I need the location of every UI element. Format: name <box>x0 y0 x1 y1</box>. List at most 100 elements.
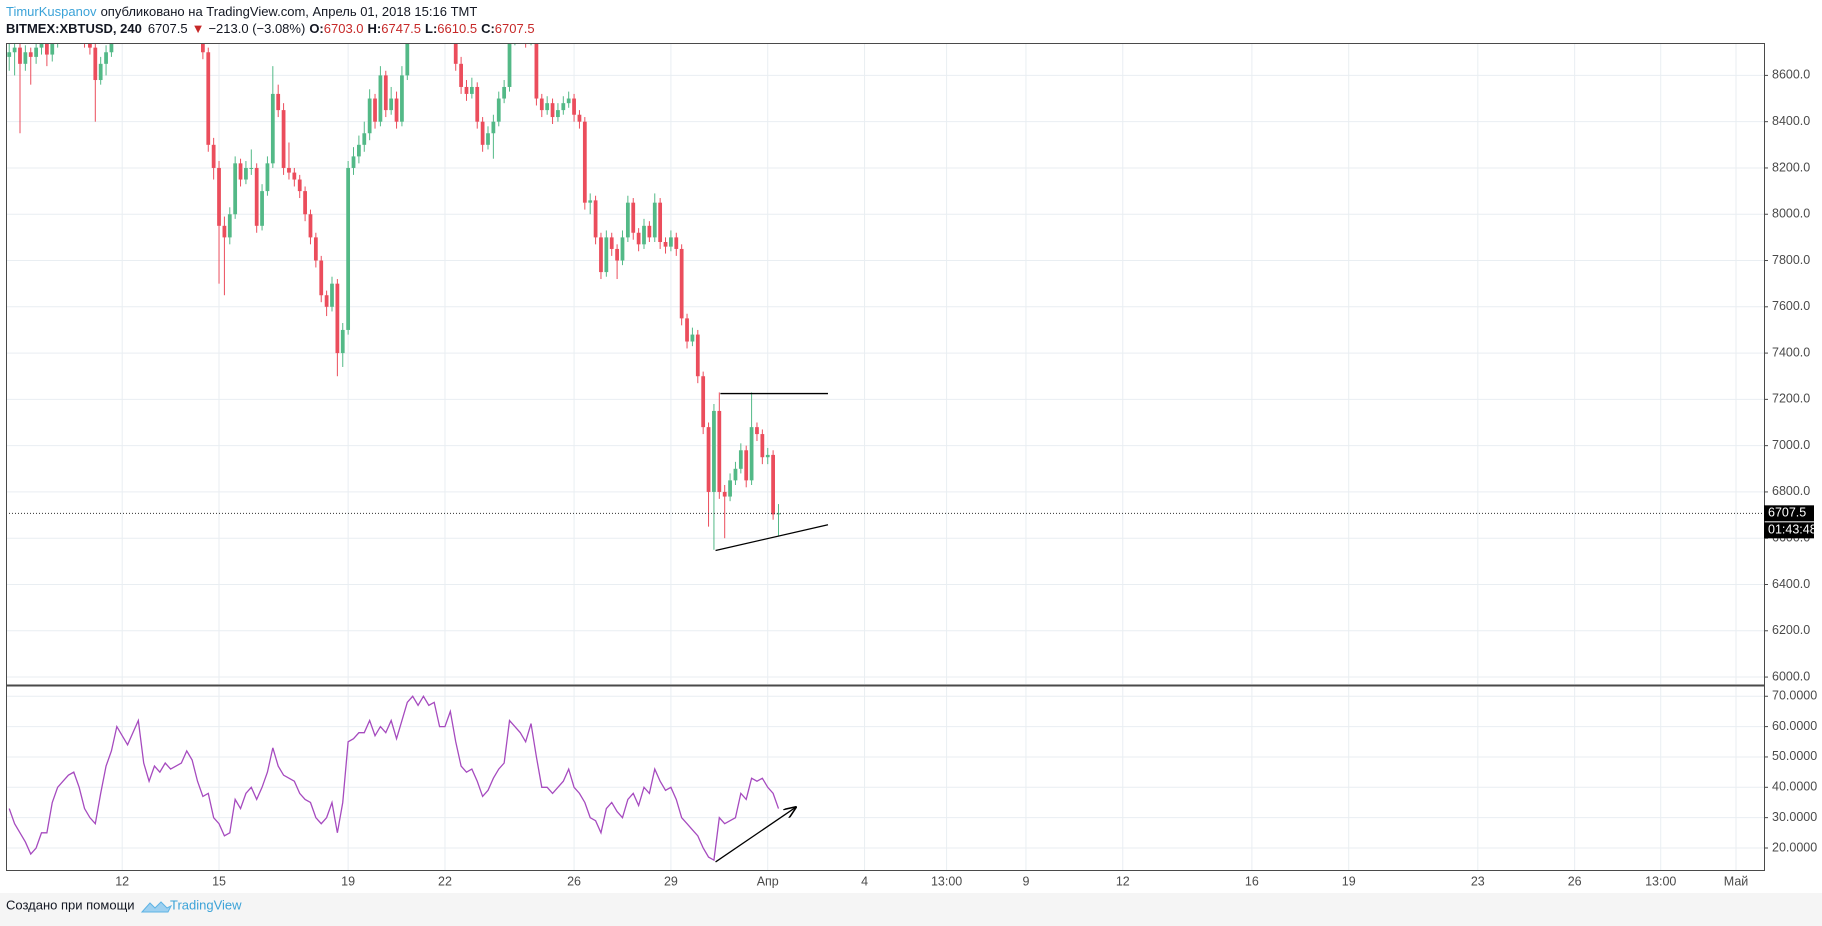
candle-body <box>620 237 625 261</box>
y-tick-label: 6800.0 <box>1772 484 1810 498</box>
candle-body <box>23 52 28 64</box>
countdown: 01:43:48 <box>1768 523 1817 537</box>
candle-body <box>674 237 679 249</box>
x-tick-label: 19 <box>1342 874 1356 888</box>
x-tick-label: 4 <box>861 874 868 888</box>
candle-body <box>459 63 463 87</box>
y-tick-label: 8600.0 <box>1772 68 1810 82</box>
candle-body <box>464 86 469 94</box>
price-label-box <box>1764 505 1814 522</box>
y-tick-label: 30.0000 <box>1772 810 1817 824</box>
candle-body <box>217 167 221 226</box>
candle-body <box>545 103 550 111</box>
candle-body <box>561 103 566 111</box>
candle-body <box>625 202 630 238</box>
candle-body <box>303 191 307 215</box>
ohlc-value: 6707.5 <box>495 21 535 36</box>
candle-body <box>367 98 372 134</box>
trend-line <box>715 524 829 552</box>
candle-body <box>249 167 254 169</box>
y-tick-label: 40.0000 <box>1772 780 1817 794</box>
candle-body <box>722 491 727 497</box>
candle-body <box>270 93 275 164</box>
candle-body <box>292 172 297 180</box>
candle-body <box>588 200 593 203</box>
candle-body <box>287 167 291 173</box>
ohlc-label: L: <box>425 21 437 36</box>
candle-body <box>480 121 485 145</box>
candle-body <box>12 47 17 53</box>
candle-body <box>453 43 458 64</box>
header-line: TimurKuspanov опубликовано на TradingView… <box>6 4 477 19</box>
candle-body <box>663 242 668 247</box>
candle-body <box>238 163 243 180</box>
footer-text: Создано при помощи <box>6 897 135 912</box>
footer-brand[interactable]: TradingView <box>170 897 242 912</box>
candle-body <box>389 98 394 111</box>
x-tick-label: 15 <box>212 874 226 888</box>
candle-body <box>265 163 270 192</box>
candle-body <box>755 427 759 435</box>
price-pane <box>6 43 1764 552</box>
y-tick-label: 7800.0 <box>1772 253 1810 267</box>
candle-body <box>383 75 388 111</box>
y-tick-label: 7000.0 <box>1772 438 1810 452</box>
ohlc-value: 6747.5 <box>381 21 421 36</box>
y-tick-label: 7400.0 <box>1772 345 1810 359</box>
candle-body <box>50 43 55 55</box>
x-tick-label: 23 <box>1471 874 1485 888</box>
candle-body <box>647 225 652 238</box>
y-tick-label: 8000.0 <box>1772 207 1810 221</box>
candle-body <box>566 98 571 104</box>
candle-body <box>502 86 507 99</box>
rsi-pane <box>8 694 795 863</box>
x-tick-label: Апр <box>757 874 779 888</box>
candle-body <box>744 450 749 481</box>
candle-body <box>308 214 313 238</box>
candle-body <box>351 156 356 168</box>
candle-body <box>297 179 302 192</box>
candle-body <box>706 427 711 492</box>
candle-body <box>260 191 264 226</box>
candle-body <box>346 167 351 330</box>
candle-body <box>227 214 232 238</box>
candle-body <box>469 86 474 94</box>
candle-body <box>728 480 732 497</box>
candle-body <box>373 98 377 122</box>
candle-body <box>340 329 345 354</box>
candle-body <box>335 283 340 354</box>
candle-body <box>631 202 636 233</box>
candle-body <box>658 202 663 243</box>
x-tick-label: 12 <box>1116 874 1130 888</box>
y-tick-label: 6400.0 <box>1772 577 1810 591</box>
candle-body <box>378 75 383 122</box>
candle-body <box>534 43 539 99</box>
author: TimurKuspanov <box>6 4 97 19</box>
candle-body <box>394 98 399 122</box>
candle-body <box>486 133 490 145</box>
x-tick-label: 13:00 <box>931 874 962 888</box>
candle-body <box>405 43 410 76</box>
y-tick-label: 6200.0 <box>1772 623 1810 637</box>
candle-body <box>233 163 238 215</box>
candle-body <box>582 121 587 203</box>
candle-body <box>539 98 544 111</box>
candle-body <box>695 334 700 377</box>
ohlc-value: 6703.0 <box>324 21 364 36</box>
candle-body <box>496 98 501 122</box>
candle-body <box>206 52 211 145</box>
candle-body <box>717 410 722 492</box>
candle-body <box>685 318 689 342</box>
header-line: BITMEX:XBTUSD, 240 6707.5 ▼ −213.0 (−3.08%)… <box>6 21 535 36</box>
candle-body <box>604 237 609 273</box>
candle-body <box>550 103 555 118</box>
x-tick-label: 12 <box>115 874 129 888</box>
candle-body <box>18 47 22 64</box>
x-tick-label: 13:00 <box>1645 874 1676 888</box>
candle-body <box>330 283 334 307</box>
candle-body <box>34 47 39 57</box>
candle-body <box>109 43 114 53</box>
candle-body <box>98 63 103 81</box>
